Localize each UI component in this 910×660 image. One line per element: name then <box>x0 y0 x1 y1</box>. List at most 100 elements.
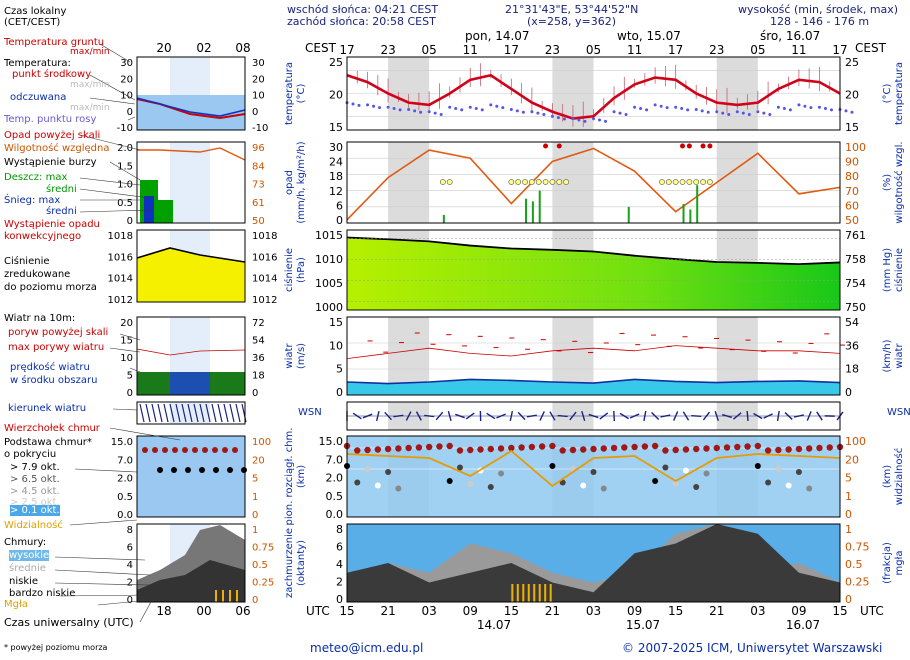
legend-hour-top: 02 <box>196 41 211 55</box>
axis-tick-left: 2 <box>336 576 343 589</box>
legend-frame-dir <box>136 401 246 425</box>
legend-wind-area <box>170 372 210 395</box>
legend-cloud-base <box>199 467 205 473</box>
legend-clouds-mid: średnie <box>9 563 46 574</box>
cloud-base-marker <box>795 469 802 475</box>
wind-direction-arrow <box>793 414 804 418</box>
panel-frame-wind <box>346 316 841 396</box>
wind-direction-arrow <box>496 413 506 419</box>
cloud-top-marker <box>425 443 433 451</box>
legend-fog-bar <box>229 590 231 602</box>
dewpoint-point <box>624 112 628 116</box>
humidity-line <box>346 147 841 221</box>
axis-ylabel-right: temperatura <box>894 62 905 125</box>
cloud-top-marker <box>487 445 494 453</box>
axis-tick-left: 4 <box>336 558 343 571</box>
dewpoint-point <box>515 109 519 113</box>
legend-cloud-top <box>232 447 238 453</box>
legend-tick-left: 7.0 <box>117 455 133 466</box>
precip-over-marker <box>543 143 549 149</box>
legend-wind-arrow <box>235 403 241 423</box>
dewpoint-point <box>665 106 669 110</box>
legend-tick-left: 2 <box>127 578 133 589</box>
precip-over-marker <box>680 143 686 149</box>
legend-cloud-base <box>171 467 177 473</box>
legend-tick-left: 6 <box>127 543 133 554</box>
dewpoint-point <box>844 109 848 113</box>
axis-tick-left: 1015 <box>315 229 343 242</box>
dewpoint-point <box>556 116 560 120</box>
storm-marker <box>659 179 665 185</box>
axis-tick-left: 5 <box>336 363 343 376</box>
cloud-base-marker <box>754 463 761 469</box>
dewpoint-point <box>633 105 637 109</box>
legend-ground-maxmin: max/min <box>70 47 110 57</box>
legend-rain-max: Deszcz: max <box>4 172 68 183</box>
legend-pointer-line <box>69 519 138 526</box>
axis-ylabel-right: (mm Hg) <box>882 248 893 292</box>
legend-pressure-line <box>136 247 246 263</box>
cloud-top-marker <box>405 444 412 452</box>
legend-humidity: Wilgotność względna <box>4 143 110 154</box>
wind-direction-arrow <box>509 410 514 422</box>
cloud-top-marker <box>723 444 731 451</box>
legend-tick-right: 100 <box>252 437 271 448</box>
axis-tick-left: 0 <box>336 593 343 606</box>
axis-ylabel-left: (hPa) <box>296 257 307 283</box>
legend-gust-line <box>136 348 246 356</box>
dewpoint-point <box>427 110 431 114</box>
dewpoint-point <box>694 107 698 111</box>
wind-direction-arrow <box>784 412 793 420</box>
legend-dew: Temp. punktu rosy <box>4 114 97 125</box>
panel-frame-cloudh <box>346 435 841 518</box>
wind-direction-arrow <box>806 411 812 421</box>
dewpoint-point <box>521 110 525 114</box>
cloud-top-marker <box>528 443 536 451</box>
cloud-top-marker <box>477 446 484 453</box>
wind-direction-arrow <box>753 412 763 420</box>
cloud-top-marker <box>354 447 361 454</box>
legend-tick-left: 0.5 <box>117 492 133 503</box>
dewpoint-point <box>550 114 554 118</box>
zone-right: CEST <box>855 41 886 55</box>
cloud-top-marker <box>384 445 392 453</box>
dewpoint-point <box>413 109 417 113</box>
hour-tick-top: 05 <box>586 43 601 57</box>
cloud-top-marker <box>651 442 659 450</box>
legend-conv-1: Wystąpienie opadu <box>4 219 100 230</box>
dewpoint-point <box>604 119 607 123</box>
legend-tick-right: 1 <box>252 492 258 503</box>
cloud-base-marker <box>693 484 700 490</box>
axis-tick-right: 25 <box>845 56 859 69</box>
legend-wind-arrow <box>199 403 205 423</box>
axis-tick-right: 5 <box>845 472 852 485</box>
dewpoint-point <box>735 110 739 114</box>
hour-tick-utc: 15 <box>832 604 847 618</box>
cloud-top-marker <box>569 446 577 454</box>
legend-tick-right: 20 <box>252 74 265 85</box>
cloud-top-marker <box>785 446 792 453</box>
email-link[interactable]: meteo@icm.edu.pl <box>310 641 424 655</box>
legend-pointer-line <box>54 582 151 586</box>
cloud-top-marker <box>600 445 607 452</box>
storm-marker <box>515 179 522 185</box>
legend-pointer-line <box>112 408 138 411</box>
wind-direction-arrow <box>447 410 452 422</box>
wind-direction-arrow <box>526 414 537 418</box>
legend-tick-left: 4 <box>127 560 133 571</box>
dewpoint-point <box>571 117 575 121</box>
legend-rain-bar <box>158 200 173 223</box>
legend-okt-01: > 0.1 okt. <box>10 505 60 516</box>
hour-tick-utc: 15 <box>668 604 683 618</box>
legend-cloud-base <box>157 467 163 473</box>
legend-tick-left: 2.0 <box>117 474 133 485</box>
wind-direction-arrow <box>486 412 496 420</box>
cloud-top-marker <box>364 446 371 454</box>
legend-cloud-base <box>213 467 219 473</box>
zone-left: CEST <box>305 41 336 55</box>
local-time-label: Czas lokalny (CET/CEST) <box>4 6 67 28</box>
legend-pointer-line <box>74 468 138 473</box>
legend-tick-left: 20 <box>120 318 133 329</box>
dewpoint-point <box>782 107 786 111</box>
cloud-base-marker <box>580 482 587 489</box>
